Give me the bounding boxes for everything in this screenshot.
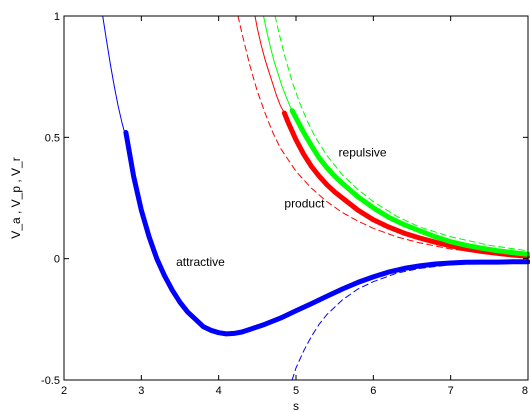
series-line-2-dashed (291, 260, 529, 381)
x-tick-label: 2 (61, 385, 67, 397)
plot-background (64, 16, 528, 380)
y-tick-label: 0 (54, 254, 60, 266)
y-axis-label: V_a , V_p , V_r (9, 157, 23, 238)
x-tick-label: 5 (293, 385, 299, 397)
x-tick-label: 7 (448, 385, 454, 397)
series-layer (102, 15, 530, 381)
y-tick-label: 1 (54, 11, 60, 23)
tick-layer: 2 3 4 5 6 7 8 -0.5 0 0.5 1 (41, 11, 529, 397)
series-line-3-thin (254, 15, 285, 114)
x-tick-label: 3 (138, 385, 144, 397)
x-tick-label: 4 (216, 385, 222, 397)
y-tick-label: -0.5 (41, 375, 60, 387)
annotation-repulsive: repulsive (339, 146, 387, 160)
series-line-7-thick (289, 108, 530, 257)
series-line-1-thick (123, 130, 530, 337)
series-line-0-thin (102, 15, 127, 138)
annotation-layer: attractive product repulsive (176, 146, 387, 269)
x-tick-label: 8 (522, 385, 528, 397)
y-tick-label: 0.5 (45, 132, 60, 144)
series-line-8-dashed (274, 15, 529, 252)
x-axis-label: s (293, 399, 299, 412)
annotation-attractive: attractive (176, 255, 225, 269)
annotation-product: product (284, 197, 325, 211)
series-line-5-dashed (237, 15, 529, 258)
series-line-4-thick (281, 110, 530, 259)
x-tick-label: 6 (370, 385, 376, 397)
series-line-6-thin (263, 15, 293, 112)
